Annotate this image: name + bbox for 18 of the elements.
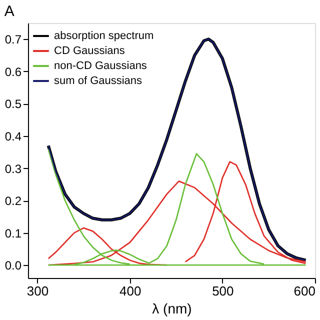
y-tick-label: 0.1 <box>4 226 22 240</box>
y-tick-label: 0.5 <box>4 97 22 112</box>
legend-label: CD Gaussians <box>54 45 126 57</box>
y-tick-label: 0.6 <box>4 64 22 79</box>
legend-label: non-CD Gaussians <box>54 60 148 72</box>
y-tick-label: 0.0 <box>4 258 22 273</box>
legend-label: sum of Gaussians <box>54 75 143 87</box>
y-tick-label: 0.4 <box>4 129 22 144</box>
x-tick-label: 600 <box>294 284 316 298</box>
y-tick-label: 0.2 <box>4 194 22 208</box>
y-tick-label: 0.7 <box>4 32 22 47</box>
x-tick-label: 300 <box>26 284 49 298</box>
x-axis-title: λ (nm) <box>152 300 192 316</box>
chart-title: A <box>4 3 14 20</box>
legend-label: absorption spectrum <box>54 30 154 42</box>
x-tick-label: 400 <box>119 284 142 298</box>
y-tick-label: 0.3 <box>4 162 22 176</box>
x-tick-label: 500 <box>212 284 234 298</box>
